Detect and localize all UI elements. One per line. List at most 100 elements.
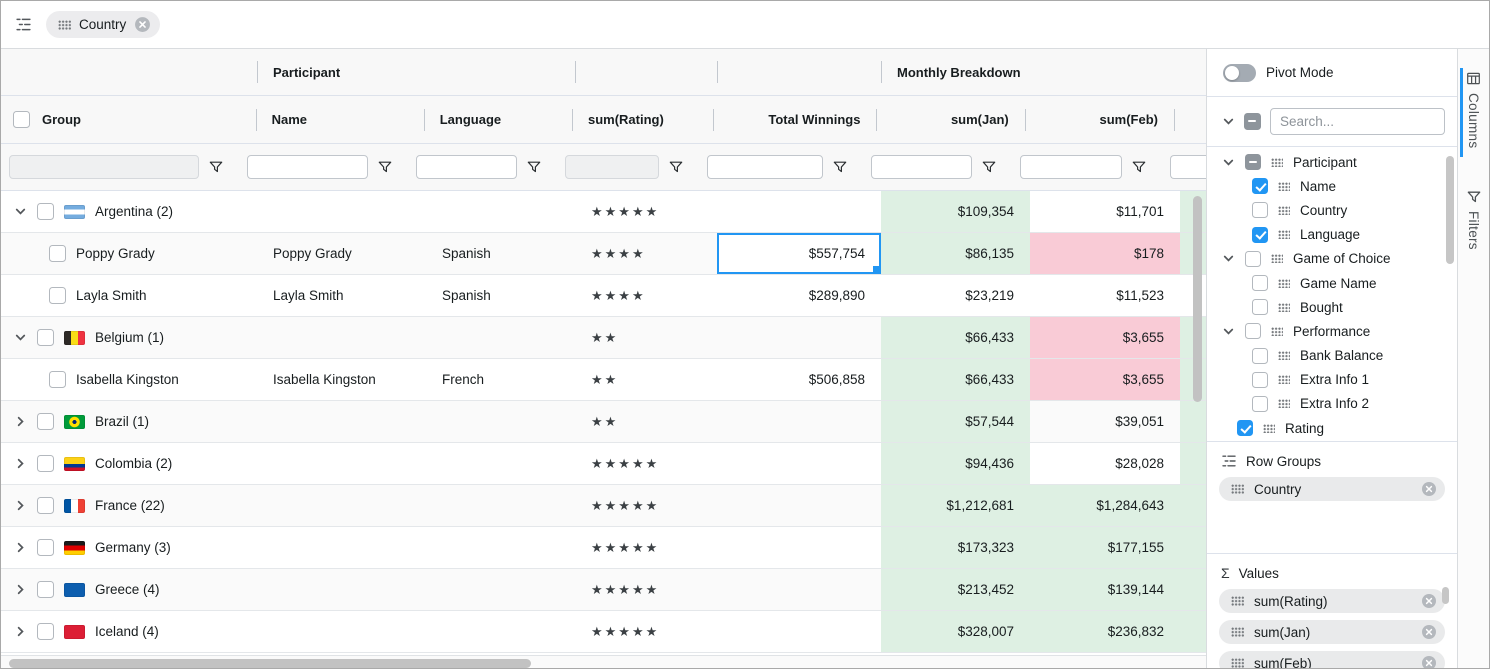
rating-cell[interactable]: ★★ <box>575 359 717 400</box>
tree-item-checkbox[interactable] <box>1237 420 1253 437</box>
language-cell[interactable] <box>426 317 575 358</box>
column-header-rating[interactable]: sum(Rating) <box>572 96 713 143</box>
filter-funnel-icon[interactable] <box>972 160 1006 174</box>
name-cell[interactable] <box>257 401 426 442</box>
tree-item-game-of-choice[interactable]: Game of Choice <box>1207 247 1457 271</box>
language-cell[interactable] <box>426 191 575 232</box>
drag-handle-icon[interactable] <box>1278 375 1290 385</box>
filter-funnel-icon[interactable] <box>1122 160 1156 174</box>
values-scrollbar[interactable] <box>1442 587 1449 604</box>
chevron-down-icon[interactable] <box>1221 115 1235 128</box>
tree-item-checkbox[interactable] <box>1252 226 1268 243</box>
tree-item-performance[interactable]: Performance <box>1207 319 1457 343</box>
drag-handle-icon[interactable] <box>1271 326 1283 336</box>
total-winnings-cell[interactable] <box>717 401 881 442</box>
rating-cell[interactable]: ★★★★★ <box>575 611 717 652</box>
language-cell[interactable]: Spanish <box>442 246 491 261</box>
name-cell[interactable] <box>257 611 426 652</box>
drag-handle-icon[interactable] <box>1278 351 1290 361</box>
tree-item-rating[interactable]: Rating <box>1207 416 1457 440</box>
feb-cell[interactable]: $28,028 <box>1030 443 1180 484</box>
tree-item-extra-info-2[interactable]: Extra Info 2 <box>1207 392 1457 416</box>
jan-cell[interactable]: $23,219 <box>881 275 1030 316</box>
tab-filters[interactable]: Filters <box>1466 190 1481 250</box>
tree-item-checkbox[interactable] <box>1252 178 1268 195</box>
tree-scrollbar[interactable] <box>1446 156 1454 264</box>
column-search-input[interactable] <box>1270 108 1445 135</box>
drag-handle-icon[interactable] <box>1271 254 1283 264</box>
language-cell[interactable]: Spanish <box>442 288 491 303</box>
filter-funnel-icon[interactable] <box>823 160 857 174</box>
total-winnings-cell[interactable] <box>717 191 881 232</box>
language-cell[interactable] <box>426 569 575 610</box>
tab-columns[interactable]: Columns <box>1460 67 1481 158</box>
tree-item-game-name[interactable]: Game Name <box>1207 271 1457 295</box>
name-cell[interactable]: Isabella Kingston <box>273 372 376 387</box>
drag-handle-icon[interactable] <box>1278 205 1290 215</box>
chevron-right-icon[interactable] <box>13 541 27 554</box>
row-checkbox[interactable] <box>49 371 66 388</box>
header-group-monthly-breakdown[interactable]: Monthly Breakdown <box>881 49 1206 95</box>
filter-funnel-icon[interactable] <box>517 160 551 174</box>
total-winnings-cell[interactable]: $506,858 <box>717 359 881 400</box>
tree-item-checkbox[interactable] <box>1245 250 1261 267</box>
drag-handle-icon[interactable] <box>1271 157 1283 167</box>
tree-item-language[interactable]: Language <box>1207 223 1457 247</box>
name-cell[interactable] <box>257 527 426 568</box>
row-checkbox[interactable] <box>37 539 54 556</box>
chevron-down-icon[interactable] <box>13 331 27 344</box>
name-cell[interactable] <box>257 443 426 484</box>
chevron-down-icon[interactable] <box>1221 156 1235 169</box>
rating-cell[interactable]: ★★★★★ <box>575 569 717 610</box>
filter-input-jan[interactable] <box>871 155 972 179</box>
tree-item-checkbox[interactable] <box>1245 154 1261 171</box>
feb-cell[interactable]: $11,701 <box>1030 191 1180 232</box>
rating-cell[interactable]: ★★ <box>575 317 717 358</box>
jan-cell[interactable]: $86,135 <box>881 233 1030 274</box>
language-cell[interactable] <box>426 611 575 652</box>
tree-item-participant[interactable]: Participant <box>1207 150 1457 174</box>
drag-handle-icon[interactable] <box>58 19 71 30</box>
feb-cell[interactable]: $3,655 <box>1030 317 1180 358</box>
language-cell[interactable] <box>426 443 575 484</box>
filter-funnel-icon[interactable] <box>368 160 402 174</box>
tree-item-checkbox[interactable] <box>1252 347 1268 364</box>
drag-handle-icon[interactable] <box>1278 230 1290 240</box>
filter-input-feb[interactable] <box>1020 155 1122 179</box>
feb-cell[interactable]: $11,523 <box>1030 275 1180 316</box>
feb-cell[interactable]: $177,155 <box>1030 527 1180 568</box>
row-checkbox[interactable] <box>37 455 54 472</box>
column-header-group[interactable]: Group <box>1 96 256 143</box>
drag-handle-icon[interactable] <box>1278 278 1290 288</box>
total-winnings-cell[interactable] <box>717 611 881 652</box>
drag-handle-icon[interactable] <box>1231 596 1244 606</box>
rating-cell[interactable]: ★★★★★ <box>575 485 717 526</box>
rowgroup-chip-country[interactable]: Country <box>1219 477 1445 501</box>
chevron-right-icon[interactable] <box>13 457 27 470</box>
name-cell[interactable] <box>257 485 426 526</box>
language-cell[interactable] <box>426 527 575 568</box>
drag-handle-icon[interactable] <box>1231 658 1244 668</box>
tree-item-name[interactable]: Name <box>1207 174 1457 198</box>
rating-cell[interactable]: ★★★★★ <box>575 191 717 232</box>
name-cell[interactable] <box>257 569 426 610</box>
remove-value-icon[interactable] <box>1421 593 1437 609</box>
vertical-scrollbar[interactable] <box>1193 196 1202 402</box>
group-chip-country[interactable]: Country <box>46 11 161 38</box>
column-header-language[interactable]: Language <box>424 96 572 143</box>
column-header-feb[interactable]: sum(Feb) <box>1025 96 1174 143</box>
row-checkbox[interactable] <box>37 329 54 346</box>
drag-handle-icon[interactable] <box>1278 181 1290 191</box>
drag-handle-icon[interactable] <box>1263 423 1275 433</box>
row-checkbox[interactable] <box>49 287 66 304</box>
rating-cell[interactable]: ★★★★ <box>575 275 717 316</box>
tree-item-extra-info-1[interactable]: Extra Info 1 <box>1207 368 1457 392</box>
total-winnings-cell[interactable] <box>717 527 881 568</box>
remove-value-icon[interactable] <box>1421 655 1437 668</box>
rating-cell[interactable]: ★★★★★ <box>575 443 717 484</box>
column-header-winnings[interactable]: Total Winnings <box>713 96 876 143</box>
name-cell[interactable]: Layla Smith <box>273 288 344 303</box>
fill-handle[interactable] <box>873 266 879 272</box>
chevron-right-icon[interactable] <box>13 415 27 428</box>
drag-handle-icon[interactable] <box>1231 627 1244 637</box>
